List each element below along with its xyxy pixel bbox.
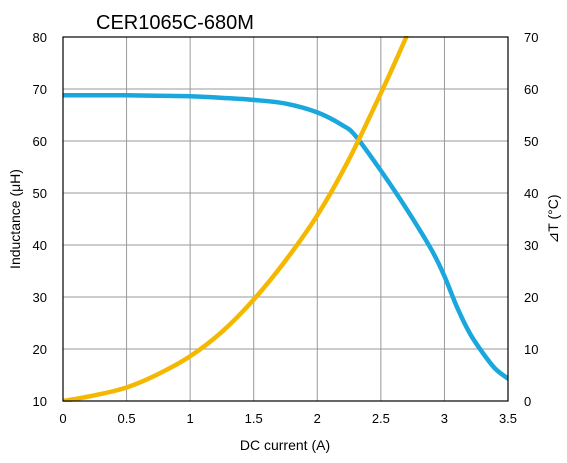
y-tick-label: 20 [33,342,47,357]
y-tick-label: 80 [33,30,47,45]
x-tick-label: 1.5 [245,411,263,426]
x-tick-label: 0 [59,411,66,426]
y-tick-label: 10 [33,394,47,409]
y2-tick-label: 50 [524,134,538,149]
y2-tick-label: 20 [524,290,538,305]
x-tick-label: 3 [441,411,448,426]
y-tick-label: 60 [33,134,47,149]
x-tick-label: 1 [187,411,194,426]
grid [62,36,509,402]
y-tick-label: 30 [33,290,47,305]
x-tick-label: 2 [314,411,321,426]
y-tick-label: 70 [33,82,47,97]
plot-frame [62,36,509,402]
x-axis-label: DC current (A) [240,437,330,453]
x-tick-label: 0.5 [118,411,136,426]
chart-title: CER1065C-680M [96,12,254,34]
y-tick-label: 40 [33,238,47,253]
y2-tick-label: 10 [524,342,538,357]
x-tick-labels: 0 0.5 1 1.5 2 2.5 3 3.5 [59,411,517,426]
series-layer [63,36,508,402]
y-tick-labels: 10 20 30 40 50 60 70 80 [33,30,47,409]
y-axis-label: Inductance (μH) [7,169,23,269]
y2-tick-label: 0 [524,394,531,409]
y2-axis-label: ⊿T (°C) [545,195,561,244]
temperature-rise-line [63,36,409,402]
inductance-line [63,92,508,381]
y2-tick-label: 60 [524,82,538,97]
y2-tick-label: 40 [524,186,538,201]
y2-tick-label: 30 [524,238,538,253]
y2-tick-labels: 0 10 20 30 40 50 60 70 [524,30,538,409]
y2-tick-label: 70 [524,30,538,45]
x-tick-label: 3.5 [499,411,517,426]
x-tick-label: 2.5 [372,411,390,426]
y-tick-label: 50 [33,186,47,201]
